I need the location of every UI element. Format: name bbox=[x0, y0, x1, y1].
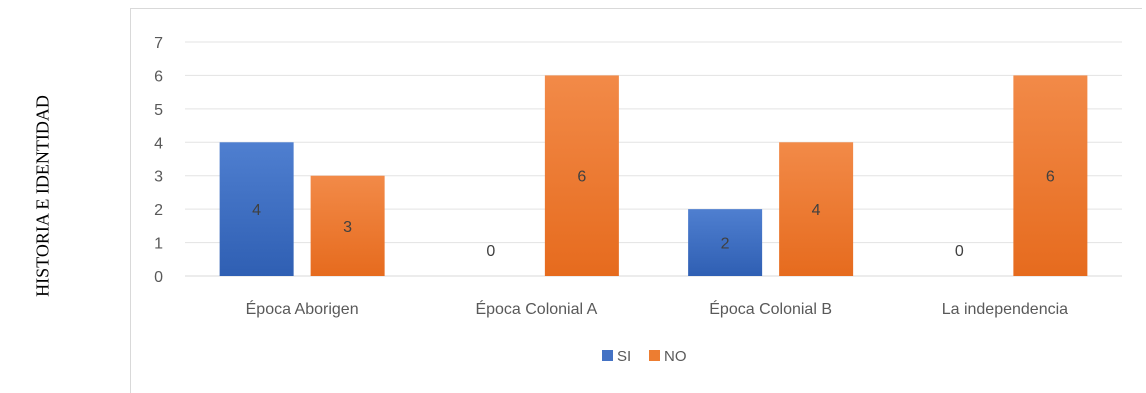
x-category-label: Época Colonial B bbox=[709, 299, 832, 318]
data-label-si-4: 0 bbox=[955, 243, 964, 260]
legend-label-si: SI bbox=[617, 348, 631, 365]
legend-swatch-no bbox=[649, 350, 660, 361]
bar-no-4 bbox=[1013, 75, 1088, 276]
data-label-no-1: 3 bbox=[343, 219, 352, 236]
bar-si-1 bbox=[219, 142, 294, 276]
data-label-no-4: 6 bbox=[1046, 169, 1055, 186]
legend-label-no: NO bbox=[664, 348, 687, 365]
data-label-si-2: 0 bbox=[486, 243, 495, 260]
x-category-label: Época Aborigen bbox=[246, 299, 359, 318]
bar-no-1 bbox=[310, 175, 385, 276]
legend: SI NO bbox=[602, 348, 687, 365]
x-axis-categories: Época Aborigen Época Colonial A Época Colo… bbox=[246, 299, 1069, 318]
y-tick-label: 0 bbox=[154, 269, 163, 286]
legend-swatch-si bbox=[602, 350, 613, 361]
data-labels: 4 3 0 6 2 4 0 6 bbox=[252, 169, 1055, 260]
y-tick-label: 5 bbox=[154, 102, 163, 119]
gridlines bbox=[185, 41, 1122, 277]
x-category-label: La independencia bbox=[942, 301, 1068, 318]
y-tick-label: 1 bbox=[154, 236, 163, 253]
y-tick-label: 2 bbox=[154, 202, 163, 219]
y-tick-label: 7 bbox=[154, 35, 163, 52]
y-tick-label: 4 bbox=[154, 135, 163, 152]
x-category-label: Época Colonial A bbox=[475, 299, 597, 318]
bar-no-2 bbox=[544, 75, 619, 276]
data-label-si-1: 4 bbox=[252, 202, 261, 219]
data-label-no-3: 4 bbox=[812, 202, 821, 219]
bar-si-3 bbox=[688, 209, 763, 276]
data-label-si-3: 2 bbox=[721, 236, 730, 253]
bar-no-3 bbox=[779, 142, 854, 276]
y-tick-label: 6 bbox=[154, 68, 163, 85]
y-axis-ticks: 0 1 2 3 4 5 6 7 bbox=[154, 35, 163, 286]
data-label-no-2: 6 bbox=[577, 169, 586, 186]
bars bbox=[219, 75, 1088, 276]
chart-area bbox=[130, 8, 1142, 393]
y-tick-label: 3 bbox=[154, 169, 163, 186]
